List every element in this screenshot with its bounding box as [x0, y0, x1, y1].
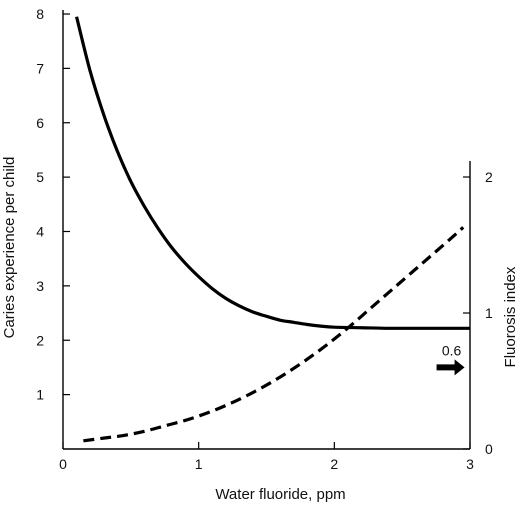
x-axis-label: Water fluoride, ppm — [215, 486, 345, 503]
y-tick-label: 3 — [36, 278, 44, 294]
x-tick-label: 0 — [59, 456, 67, 472]
y-tick-label: 2 — [36, 332, 44, 348]
y-axis-label: Caries experience per child — [1, 157, 18, 339]
fluorosis-index-line — [83, 226, 465, 443]
caries-experience-line — [75, 16, 470, 330]
y-tick-label: 8 — [36, 6, 44, 22]
x-tick-label: 3 — [466, 456, 474, 472]
y2-tick-label: 2 — [485, 169, 493, 185]
y2-axis-label: Fluorosis index — [502, 266, 519, 367]
axes — [62, 10, 471, 450]
annotation-group: 0.6 — [436, 342, 465, 376]
y2-tick-label: 0 — [485, 441, 493, 457]
y-tick-label: 4 — [36, 224, 44, 240]
y-tick-label: 1 — [36, 387, 44, 403]
y-tick-label: 5 — [36, 169, 44, 185]
y2-tick-label: 1 — [485, 305, 493, 321]
series-group — [75, 16, 470, 443]
x-tick-label: 1 — [195, 456, 203, 472]
y-tick-label: 6 — [36, 115, 44, 131]
y-tick-label: 7 — [36, 60, 44, 76]
annotation-arrow — [436, 359, 465, 376]
tick-group: 0 1 2 3 1 2 3 4 5 6 7 8 0 1 2 — [36, 6, 493, 472]
annotation-label: 0.6 — [442, 342, 462, 358]
x-tick-label: 2 — [330, 456, 338, 472]
